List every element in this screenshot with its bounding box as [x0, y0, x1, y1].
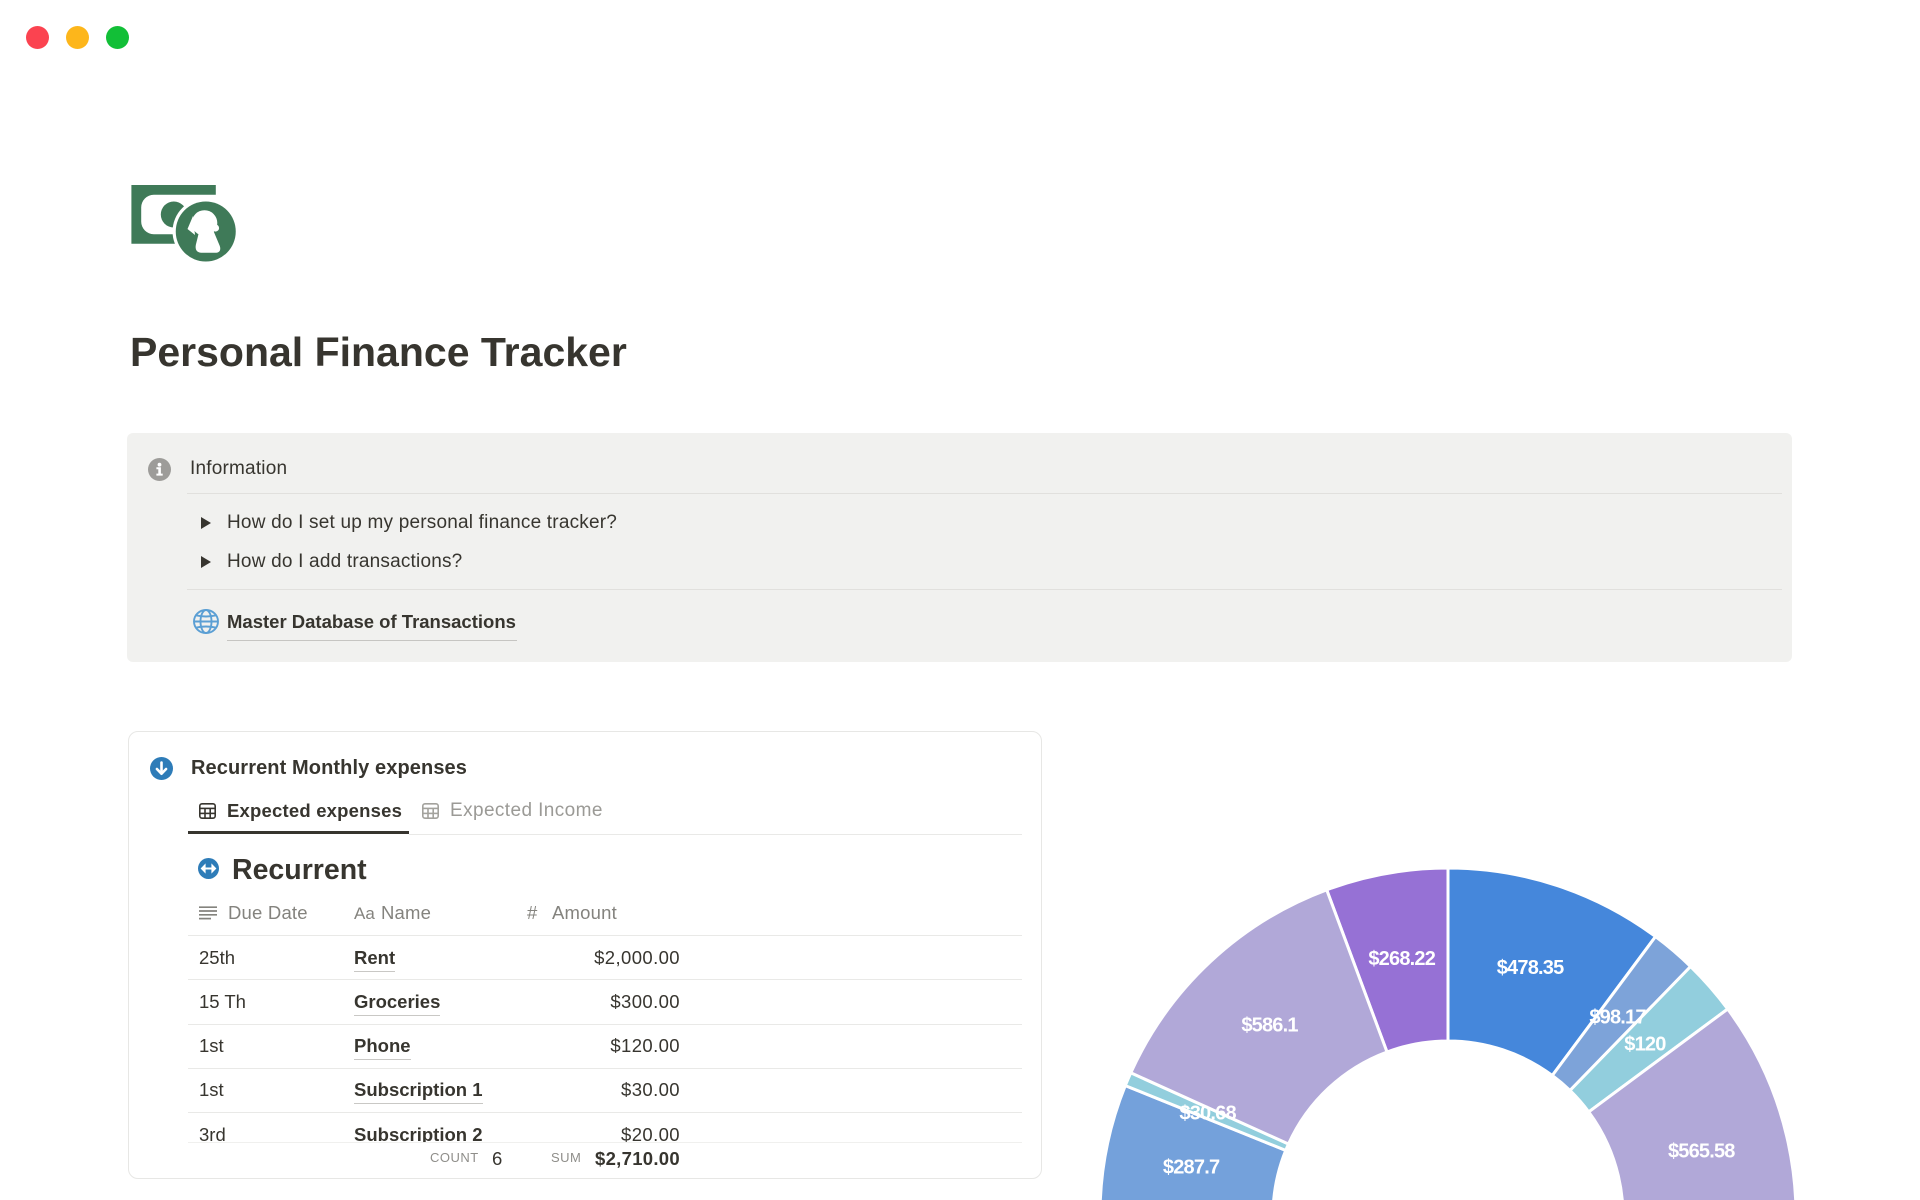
svg-text:$120: $120: [1624, 1033, 1666, 1055]
svg-text:$30.68: $30.68: [1179, 1103, 1236, 1125]
svg-text:$98.17: $98.17: [1589, 1006, 1646, 1028]
svg-text:$565.58: $565.58: [1668, 1141, 1735, 1163]
svg-text:$268.22: $268.22: [1368, 948, 1435, 970]
svg-text:$586.1: $586.1: [1241, 1014, 1298, 1036]
svg-text:$478.35: $478.35: [1497, 957, 1564, 979]
svg-text:$287.7: $287.7: [1163, 1157, 1220, 1179]
